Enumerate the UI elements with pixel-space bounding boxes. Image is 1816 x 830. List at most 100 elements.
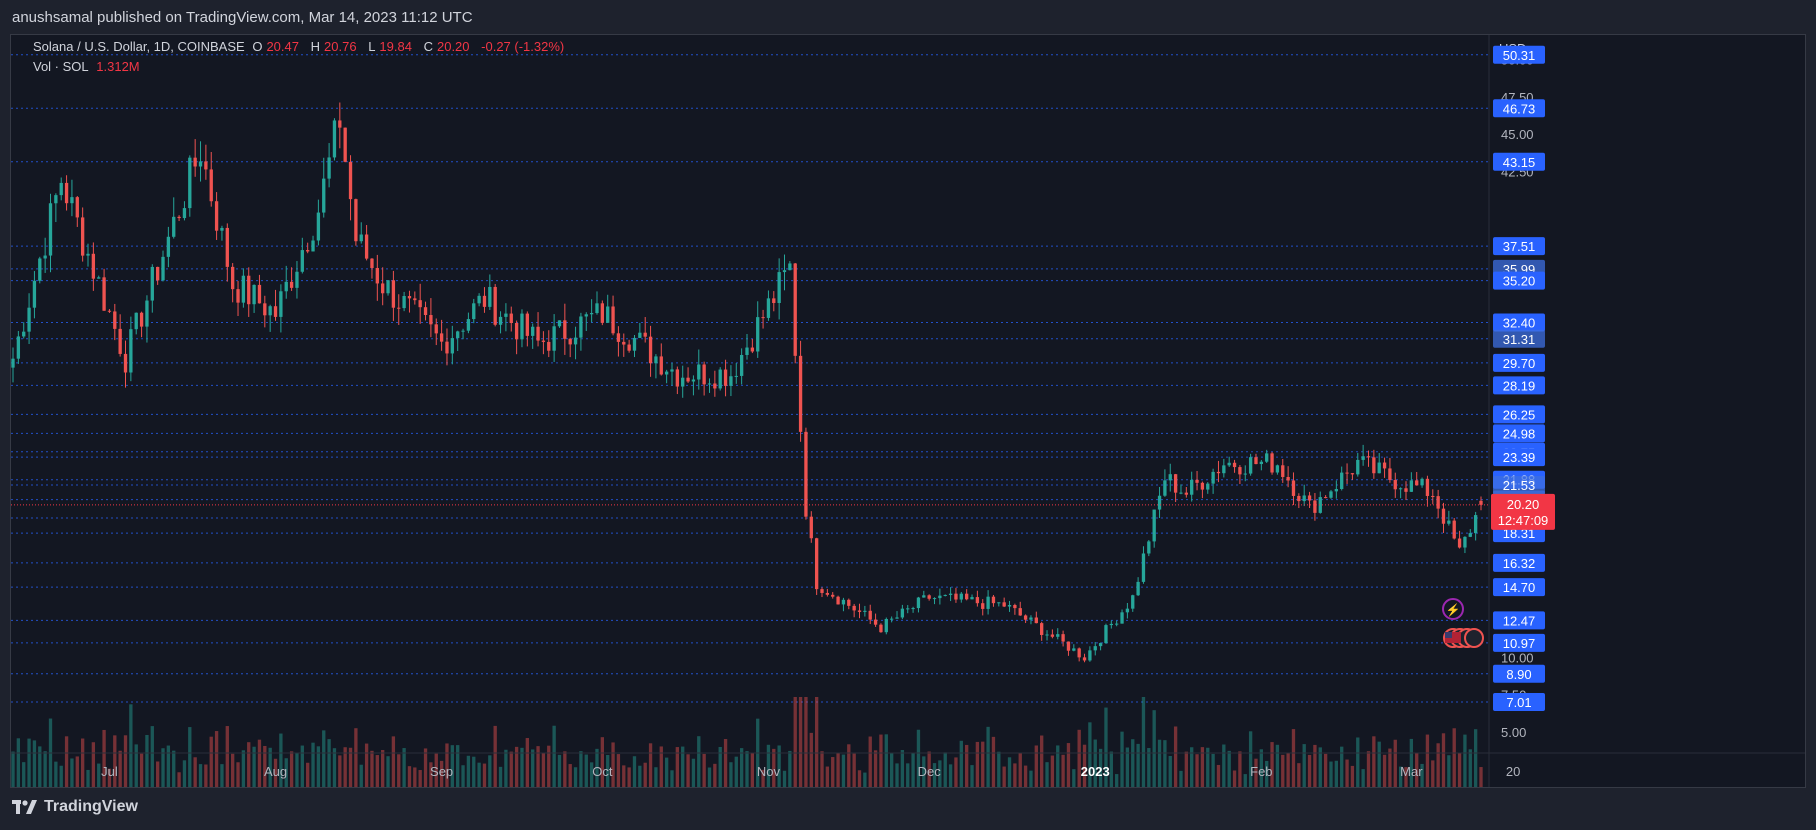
candle-body[interactable] <box>397 307 401 309</box>
candle-body[interactable] <box>1457 538 1462 548</box>
candle-body[interactable] <box>573 337 578 345</box>
lightning-icon[interactable] <box>1442 598 1464 620</box>
candle-body[interactable] <box>1163 480 1167 496</box>
candle-body[interactable] <box>525 313 529 336</box>
price-level-label[interactable] <box>1493 448 1545 467</box>
candle-body[interactable] <box>1088 650 1092 661</box>
candle-body[interactable] <box>1361 456 1365 460</box>
candle-body[interactable] <box>772 298 776 304</box>
candle-body[interactable] <box>777 272 781 304</box>
candle-body[interactable] <box>643 332 647 337</box>
candle-body[interactable] <box>970 597 974 600</box>
candle-body[interactable] <box>1222 465 1226 474</box>
candle-body[interactable] <box>1334 489 1339 492</box>
candle-body[interactable] <box>43 255 47 259</box>
candle-body[interactable] <box>841 599 846 605</box>
candle-body[interactable] <box>1034 617 1038 624</box>
candle-body[interactable] <box>456 331 460 339</box>
candle-body[interactable] <box>922 595 926 598</box>
candle-body[interactable] <box>659 356 663 375</box>
candle-body[interactable] <box>1227 462 1231 466</box>
candle-body[interactable] <box>166 236 171 257</box>
candle-body[interactable] <box>750 347 755 352</box>
candle-body[interactable] <box>852 605 856 611</box>
candle-body[interactable] <box>568 338 572 345</box>
candle-body[interactable] <box>1157 495 1162 510</box>
candle-body[interactable] <box>541 340 546 342</box>
candle-body[interactable] <box>343 127 347 162</box>
candle-body[interactable] <box>713 383 717 389</box>
candle-body[interactable] <box>182 208 187 219</box>
candle-body[interactable] <box>798 355 803 432</box>
candle-body[interactable] <box>579 316 583 338</box>
candle-body[interactable] <box>236 289 240 303</box>
candle-body[interactable] <box>1275 465 1280 473</box>
candle-body[interactable] <box>1029 617 1033 620</box>
candle-body[interactable] <box>531 326 535 336</box>
candle-body[interactable] <box>32 280 37 308</box>
candle-body[interactable] <box>793 263 797 356</box>
candle-body[interactable] <box>606 306 610 323</box>
candle-body[interactable] <box>429 315 433 325</box>
candle-body[interactable] <box>450 338 454 354</box>
candle-body[interactable] <box>1372 457 1376 474</box>
candle-body[interactable] <box>472 303 476 320</box>
candle-body[interactable] <box>1463 536 1467 548</box>
candle-body[interactable] <box>1045 634 1049 636</box>
candle-body[interactable] <box>836 596 840 605</box>
price-level-label[interactable] <box>1493 475 1545 494</box>
candle-body[interactable] <box>27 307 31 332</box>
candle-body[interactable] <box>338 120 342 128</box>
candle-body[interactable] <box>782 270 787 273</box>
candle-body[interactable] <box>1452 520 1456 539</box>
price-level-label[interactable] <box>1493 313 1545 332</box>
candle-body[interactable] <box>1184 492 1188 495</box>
candle-body[interactable] <box>1050 634 1055 637</box>
candle-body[interactable] <box>1109 623 1113 626</box>
candle-body[interactable] <box>1168 474 1172 481</box>
price-level-label[interactable] <box>1493 553 1545 572</box>
candle-body[interactable] <box>723 369 728 386</box>
candle-body[interactable] <box>434 324 438 334</box>
candle-body[interactable] <box>113 311 117 329</box>
candle-body[interactable] <box>504 313 508 317</box>
candle-body[interactable] <box>59 182 63 196</box>
candle-body[interactable] <box>1147 541 1151 554</box>
candle-body[interactable] <box>16 336 21 359</box>
candle-body[interactable] <box>681 377 685 387</box>
price-level-label[interactable] <box>1493 693 1545 712</box>
candle-body[interactable] <box>289 281 294 288</box>
candle-body[interactable] <box>884 618 888 633</box>
candle-body[interactable] <box>1318 497 1322 513</box>
candle-body[interactable] <box>461 330 465 332</box>
candle-body[interactable] <box>1066 641 1071 651</box>
price-level-label[interactable] <box>1493 99 1545 118</box>
candle-body[interactable] <box>381 283 385 294</box>
candle-body[interactable] <box>739 354 744 376</box>
candle-body[interactable] <box>155 266 160 281</box>
candle-body[interactable] <box>948 593 953 595</box>
candle-body[interactable] <box>1350 473 1355 475</box>
price-level-label[interactable] <box>1493 633 1545 652</box>
candle-body[interactable] <box>932 598 937 600</box>
candle-body[interactable] <box>536 326 540 341</box>
candle-body[interactable] <box>359 234 363 242</box>
candle-body[interactable] <box>1093 646 1097 651</box>
candle-body[interactable] <box>1013 605 1017 609</box>
candle-body[interactable] <box>370 258 374 268</box>
candle-body[interactable] <box>22 331 26 337</box>
candle-body[interactable] <box>70 197 74 204</box>
candle-body[interactable] <box>1077 648 1081 658</box>
candle-body[interactable] <box>1409 480 1414 492</box>
candle-body[interactable] <box>1120 612 1124 624</box>
candle-body[interactable] <box>1270 453 1274 473</box>
candle-body[interactable] <box>220 227 224 231</box>
candle-body[interactable] <box>1136 581 1140 596</box>
candle-body[interactable] <box>348 161 353 200</box>
candle-body[interactable] <box>1238 467 1242 475</box>
price-level-label[interactable] <box>1493 424 1545 443</box>
candle-body[interactable] <box>729 376 733 386</box>
candle-body[interactable] <box>1323 497 1328 499</box>
candle-body[interactable] <box>11 358 15 368</box>
candle-body[interactable] <box>1441 508 1446 524</box>
